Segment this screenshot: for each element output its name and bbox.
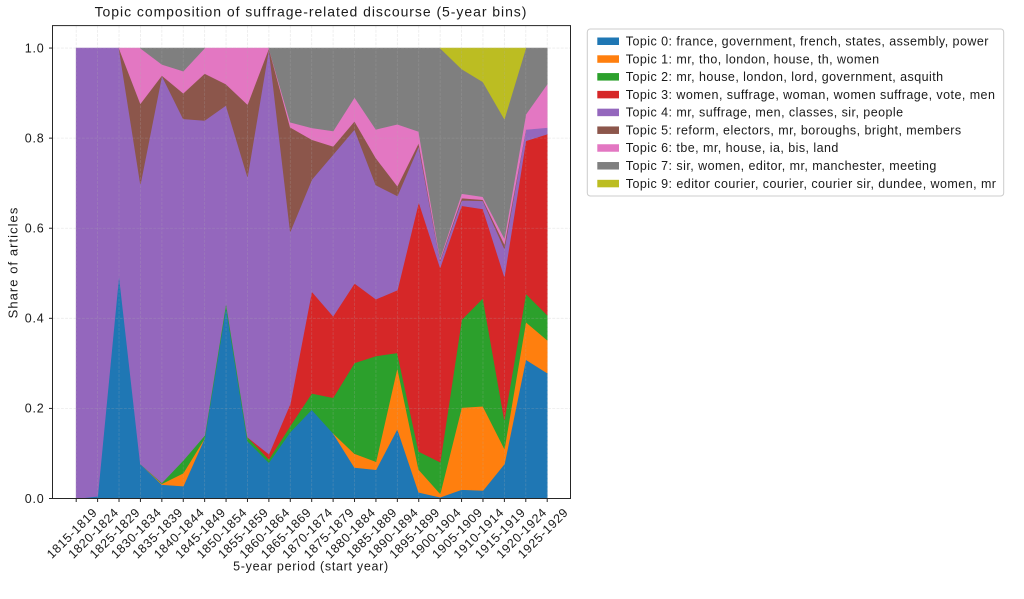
svg-text:Topic 0: france, government, f: Topic 0: france, government, french, sta… <box>626 35 989 49</box>
svg-text:Topic 5: reform, electors, mr,: Topic 5: reform, electors, mr, boroughs,… <box>626 123 962 137</box>
svg-text:Topic 9: editor courier, couri: Topic 9: editor courier, courier, courie… <box>626 177 997 191</box>
svg-text:Topic 6: tbe, mr, house, ia, b: Topic 6: tbe, mr, house, ia, bis, land <box>626 141 839 155</box>
svg-text:0.2: 0.2 <box>25 402 45 416</box>
svg-text:0.0: 0.0 <box>25 492 45 506</box>
svg-text:Topic 4: mr, suffrage, men, cl: Topic 4: mr, suffrage, men, classes, sir… <box>626 106 904 120</box>
svg-text:0.6: 0.6 <box>25 222 45 236</box>
svg-text:Topic 3: women, suffrage, woma: Topic 3: women, suffrage, woman, women s… <box>626 88 996 102</box>
svg-text:Topic 2: mr, house, london, lo: Topic 2: mr, house, london, lord, govern… <box>626 70 944 84</box>
svg-text:Topic 7: sir, women, editor, m: Topic 7: sir, women, editor, mr, manches… <box>626 159 937 173</box>
svg-text:Share of articles: Share of articles <box>6 207 21 319</box>
svg-text:1.0: 1.0 <box>25 41 45 55</box>
svg-text:0.4: 0.4 <box>25 312 45 326</box>
svg-text:5-year period (start year): 5-year period (start year) <box>233 560 389 574</box>
svg-text:Topic composition of suffrage-: Topic composition of suffrage-related di… <box>95 3 528 19</box>
svg-text:0.8: 0.8 <box>25 131 45 145</box>
svg-text:Topic 1: mr, tho, london, hous: Topic 1: mr, tho, london, house, th, wom… <box>626 52 880 66</box>
